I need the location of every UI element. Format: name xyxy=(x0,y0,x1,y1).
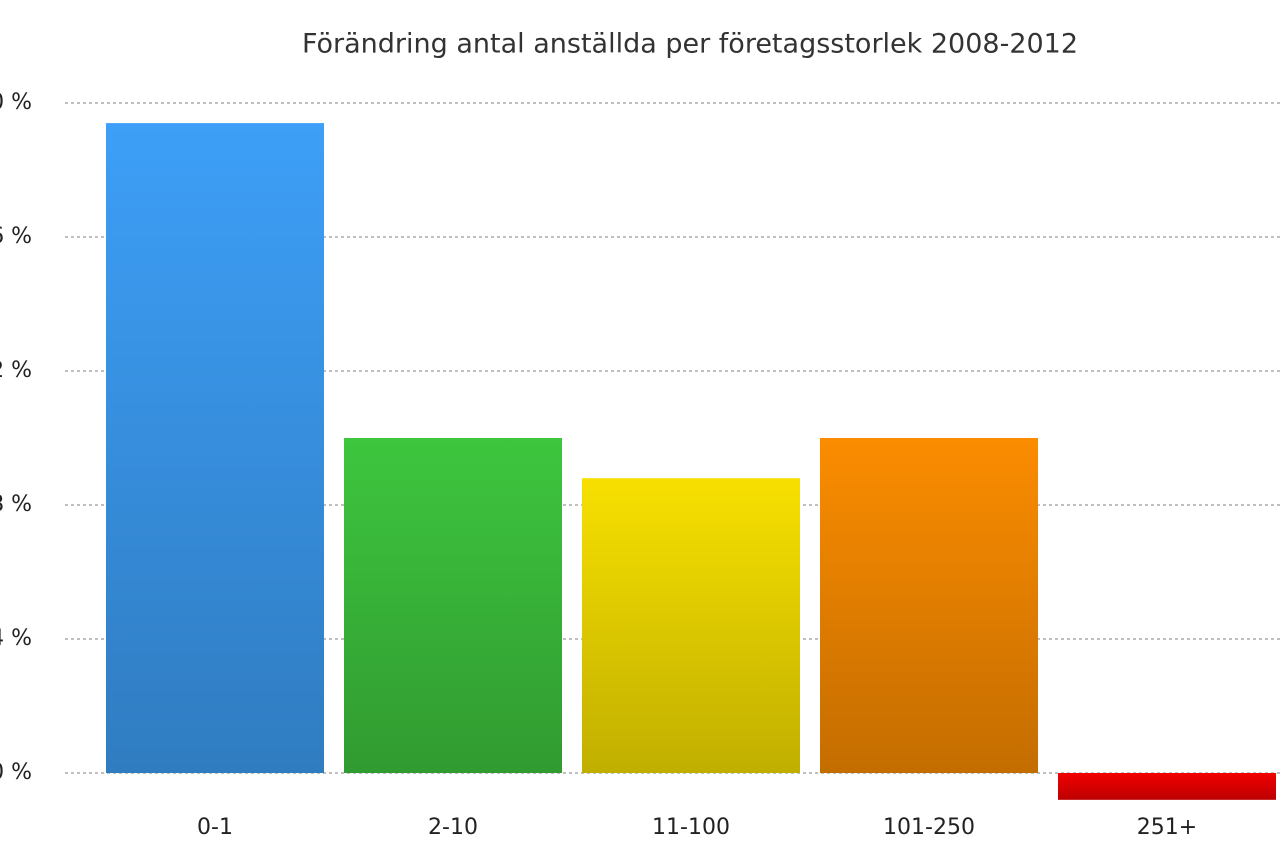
y-tick-label: 12 % xyxy=(0,358,32,383)
y-tick-label: 8 % xyxy=(0,492,32,517)
bar xyxy=(344,438,562,773)
y-tick-label: 20 % xyxy=(0,90,32,115)
y-tick-label: 4 % xyxy=(0,626,32,651)
bar xyxy=(582,478,800,773)
x-tick-label: 101-250 xyxy=(883,815,975,840)
bar xyxy=(1058,773,1276,800)
y-tick-label: 16 % xyxy=(0,224,32,249)
chart-title: Förändring antal anställda per företagss… xyxy=(302,29,1078,60)
bar xyxy=(106,123,324,774)
x-tick-label: 0-1 xyxy=(197,815,233,840)
y-tick-label: 0 % xyxy=(0,760,32,785)
x-tick-label: 11-100 xyxy=(652,815,730,840)
bar xyxy=(820,438,1038,773)
x-tick-label: 2-10 xyxy=(428,815,478,840)
x-tick-label: 251+ xyxy=(1137,815,1197,840)
